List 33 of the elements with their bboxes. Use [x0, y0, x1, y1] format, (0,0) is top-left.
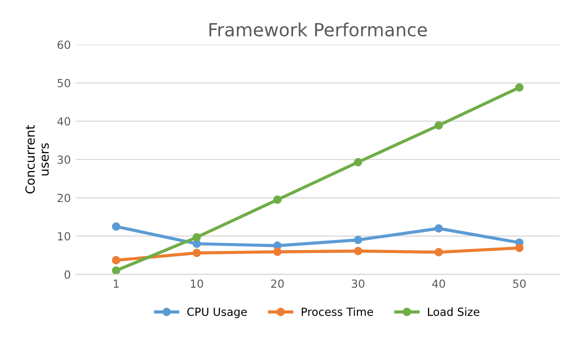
x-tick-label: 40 [432, 279, 446, 288]
y-tick-label: 60 [58, 40, 70, 49]
y-axis-title: Concurrent users [25, 125, 49, 194]
x-tick-label: 20 [271, 279, 284, 288]
y-tick-label: 30 [58, 155, 70, 164]
point [354, 158, 362, 166]
x-tick-label: 30 [352, 279, 364, 288]
legend-label: CPU Usage [187, 308, 247, 318]
x-tick-label: 50 [513, 279, 526, 288]
y-tick-label: 50 [58, 78, 70, 88]
point [434, 224, 443, 233]
y-tick-label: 40 [57, 117, 70, 126]
x-tick-label: 10 [190, 279, 204, 288]
y-tick-label: 20 [58, 194, 70, 202]
legend-label: Process Time [302, 307, 374, 316]
point [112, 266, 120, 274]
y-tick-label: 0 [64, 270, 70, 279]
point [434, 121, 443, 130]
chart-title: Framework Performance [209, 22, 427, 37]
point [112, 222, 120, 231]
point [192, 248, 201, 258]
point [354, 236, 362, 244]
point [192, 233, 201, 242]
point [354, 246, 362, 256]
legend-label: Load Size [428, 307, 480, 316]
point [273, 248, 282, 256]
point [515, 244, 524, 252]
x-tick-label: 1 [114, 280, 119, 288]
y-tick-label: 10 [58, 232, 70, 240]
point [273, 196, 282, 204]
point [112, 256, 120, 264]
point [434, 248, 443, 256]
point [515, 83, 524, 92]
